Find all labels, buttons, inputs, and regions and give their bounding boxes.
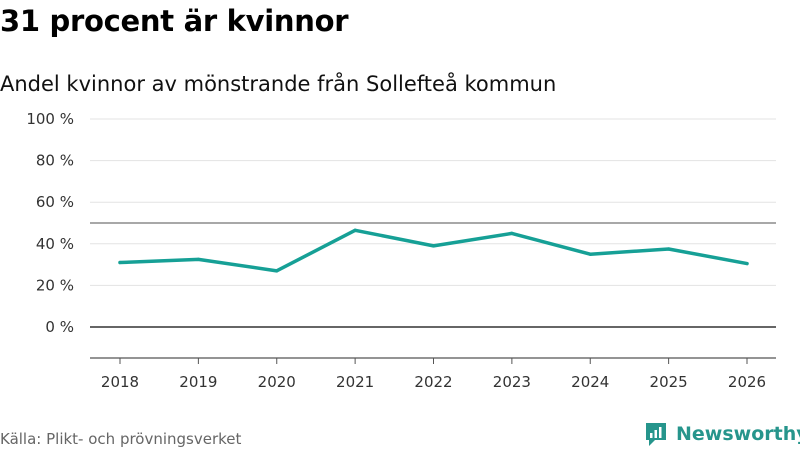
x-tick-label-2020: 2020	[258, 373, 296, 391]
x-tick-label-2026: 2026	[728, 373, 766, 391]
data-point-2025	[667, 247, 671, 251]
data-point-2020	[275, 269, 279, 273]
data-point-2024	[588, 252, 592, 256]
x-tick-label-2022: 2022	[414, 373, 452, 391]
series-line-0	[118, 228, 749, 273]
brand-logo: Newsworthy	[644, 421, 800, 447]
data-point-2022	[431, 244, 436, 248]
data-point-2023	[510, 231, 514, 235]
x-tick-label-2025: 2025	[650, 373, 688, 391]
y-tick-label-80: 80 %	[36, 152, 74, 170]
data-point-2018	[118, 260, 122, 265]
x-tick-label-2021: 2021	[336, 373, 374, 391]
chart-subtitle: Andel kvinnor av mönstrande från Solleft…	[0, 72, 557, 96]
x-tick-label-2024: 2024	[571, 373, 609, 391]
y-tick-label-100: 100 %	[26, 110, 74, 128]
line-chart: 0 % 20 % 40 % 60 % 80 % 100 % 2018 2019 2020 2021…	[26, 110, 776, 391]
source-note: Källa: Plikt- och prövningsverket	[0, 430, 242, 448]
x-tick-label-2018: 2018	[101, 373, 139, 391]
data-point-2026	[745, 261, 749, 266]
x-tick-label-2019: 2019	[179, 373, 217, 391]
y-tick-label-0: 0 %	[45, 318, 74, 336]
y-tick-label-60: 60 %	[36, 193, 74, 211]
data-point-2021	[353, 228, 357, 232]
chart-title: 31 procent är kvinnor	[0, 4, 349, 38]
brand-name: Newsworthy	[676, 423, 800, 445]
x-tick-label-2023: 2023	[493, 373, 531, 391]
data-point-2019	[196, 257, 200, 261]
newsworthy-logo-icon	[646, 423, 666, 446]
y-tick-label-40: 40 %	[36, 235, 74, 253]
y-tick-label-20: 20 %	[36, 276, 74, 294]
